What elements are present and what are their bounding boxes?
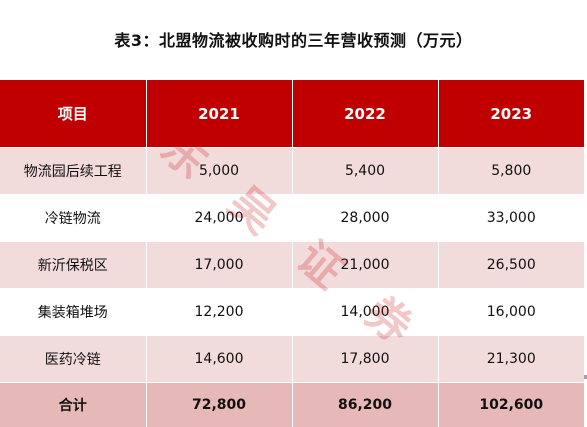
- cell-value: 16,000: [438, 289, 584, 336]
- table-row: 集装箱堆场 12,200 14,000 16,000: [0, 289, 584, 336]
- cell-value: 5,800: [438, 148, 584, 195]
- cell-value: 24,000: [146, 195, 292, 242]
- total-value: 86,200: [292, 383, 438, 427]
- row-label: 冷链物流: [0, 195, 146, 242]
- header-cell-item: 项目: [0, 80, 146, 148]
- cell-value: 26,500: [438, 242, 584, 289]
- cell-value: 17,800: [292, 336, 438, 383]
- row-label: 物流园后续工程: [0, 148, 146, 195]
- table-header-row: 项目 2021 2022 2023: [0, 80, 584, 148]
- header-cell-2023: 2023: [438, 80, 584, 148]
- cell-value: 12,200: [146, 289, 292, 336]
- row-label: 集装箱堆场: [0, 289, 146, 336]
- total-value: 102,600: [438, 383, 584, 427]
- row-label: 新沂保税区: [0, 242, 146, 289]
- cell-value: 5,000: [146, 148, 292, 195]
- cell-value: 21,300: [438, 336, 584, 383]
- table-row: 新沂保税区 17,000 21,000 26,500: [0, 242, 584, 289]
- cell-value: 21,000: [292, 242, 438, 289]
- total-value: 72,800: [146, 383, 292, 427]
- cell-value: 28,000: [292, 195, 438, 242]
- cell-value: 5,400: [292, 148, 438, 195]
- total-label: 合计: [0, 383, 146, 427]
- row-label: 医药冷链: [0, 336, 146, 383]
- table-row: 医药冷链 14,600 17,800 21,300: [0, 336, 584, 383]
- cell-value: 14,000: [292, 289, 438, 336]
- cell-value: 33,000: [438, 195, 584, 242]
- table-title: 表3：北盟物流被收购时的三年营收预测（万元）: [0, 27, 587, 51]
- header-cell-2022: 2022: [292, 80, 438, 148]
- cell-value: 17,000: [146, 242, 292, 289]
- revenue-forecast-table: 项目 2021 2022 2023 物流园后续工程 5,000 5,400 5,…: [0, 80, 584, 427]
- table-row: 物流园后续工程 5,000 5,400 5,800: [0, 148, 584, 195]
- table-row: 冷链物流 24,000 28,000 33,000: [0, 195, 584, 242]
- table-total-row: 合计 72,800 86,200 102,600: [0, 383, 584, 427]
- header-cell-2021: 2021: [146, 80, 292, 148]
- cell-value: 14,600: [146, 336, 292, 383]
